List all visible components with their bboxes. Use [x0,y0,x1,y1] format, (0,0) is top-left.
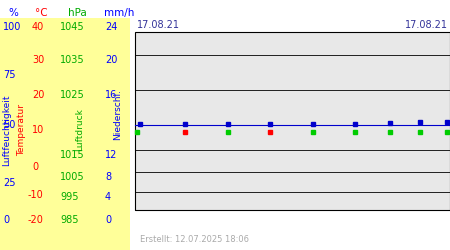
Text: 12: 12 [105,150,117,160]
Text: 17.08.21: 17.08.21 [137,20,180,30]
Text: 50: 50 [3,120,15,130]
Text: 8: 8 [105,172,111,182]
Text: Luftdruck: Luftdruck [76,108,85,152]
Text: -10: -10 [28,190,44,200]
Text: 30: 30 [32,55,44,65]
Text: 1045: 1045 [60,22,85,32]
Text: 17.08.21: 17.08.21 [405,20,448,30]
Text: 995: 995 [60,192,78,202]
Text: 1005: 1005 [60,172,85,182]
Bar [0,18,130,250]
Bar [135,32,450,210]
Text: Temperatur: Temperatur [18,104,27,156]
Text: 75: 75 [3,70,15,80]
Text: 985: 985 [60,215,78,225]
Text: 100: 100 [3,22,22,32]
Bar [135,32,450,210]
Text: 40: 40 [32,22,44,32]
Text: 1035: 1035 [60,55,85,65]
Text: 4: 4 [105,192,111,202]
Text: 24: 24 [105,22,117,32]
Text: 25: 25 [3,178,15,188]
Text: hPa: hPa [68,8,87,18]
Text: %: % [8,8,18,18]
Text: °C: °C [35,8,48,18]
Text: 20: 20 [32,90,45,100]
Text: 0: 0 [32,162,38,172]
Text: Luftfeuchtigkeit: Luftfeuchtigkeit [3,94,12,166]
Text: Niederschl.: Niederschl. [113,90,122,140]
Text: 1015: 1015 [60,150,85,160]
Text: -20: -20 [28,215,44,225]
Text: 16: 16 [105,90,117,100]
Text: 0: 0 [105,215,111,225]
Text: 10: 10 [32,125,44,135]
Text: 20: 20 [105,55,117,65]
Text: Erstellt: 12.07.2025 18:06: Erstellt: 12.07.2025 18:06 [140,236,249,244]
Text: 0: 0 [3,215,9,225]
Text: mm/h: mm/h [104,8,135,18]
Text: 1025: 1025 [60,90,85,100]
